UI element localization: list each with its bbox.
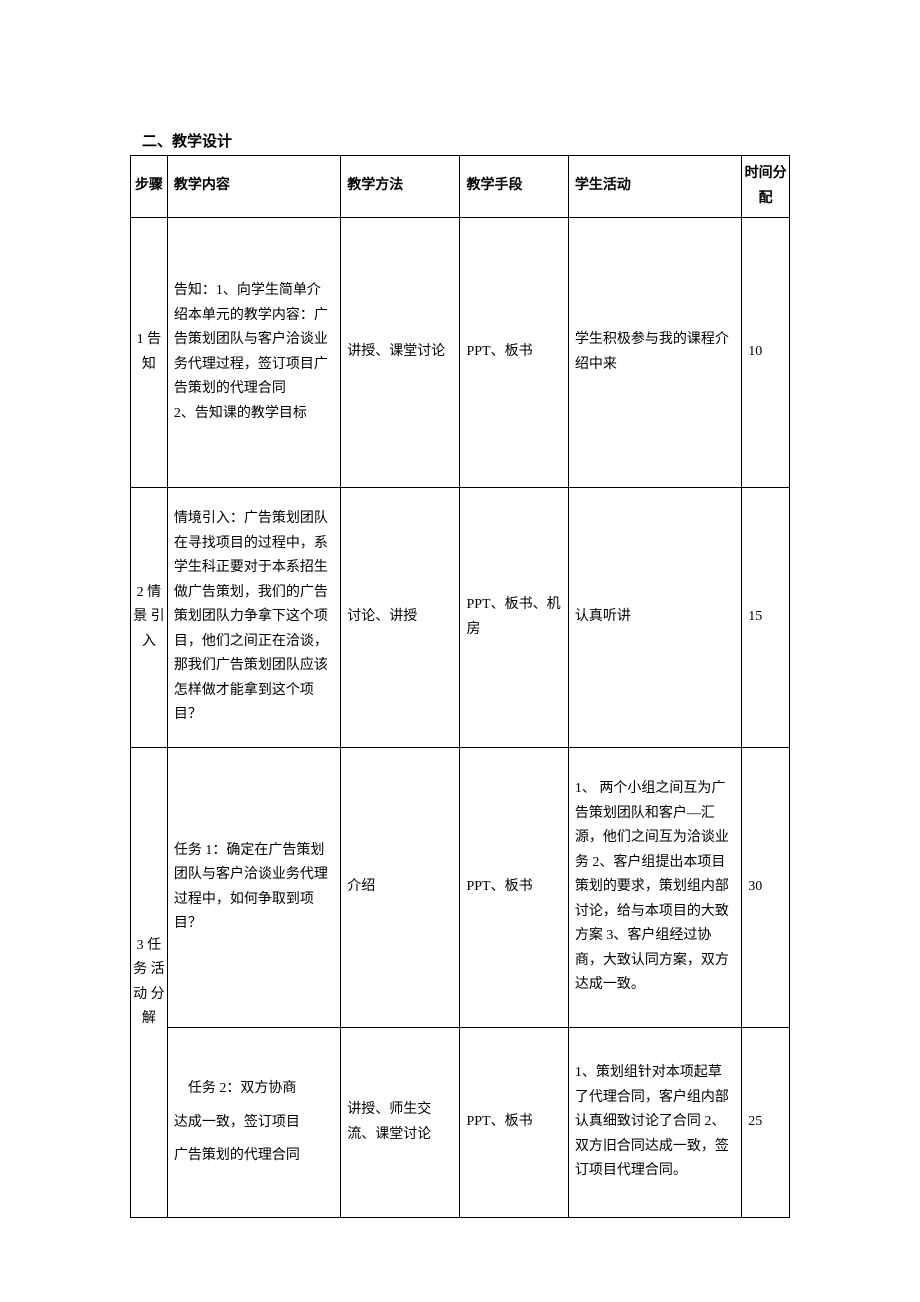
cell-step: 1 告 知: [131, 218, 168, 488]
table-row: 2 情 景 引 入 情境引入：广告策划团队在寻找项目的过程中，系学生科正要对于本…: [131, 488, 790, 748]
header-content: 教学内容: [167, 156, 340, 218]
cell-method: 讲授、课堂讨论: [341, 218, 460, 488]
cell-method: 讲授、师生交流、课堂讨论: [341, 1028, 460, 1218]
cell-content: 任务 1：确定在广告策划团队与客户洽谈业务代理过程中，如何争取到项目？: [167, 748, 340, 1028]
cell-step: 3 任 务 活 动 分 解: [131, 748, 168, 1218]
table-row: 1 告 知 告知：1、向学生简单介绍本单元的教学内容：广告策划团队与客户洽谈业务…: [131, 218, 790, 488]
section-title: 二、教学设计: [130, 130, 790, 151]
cell-time: 10: [742, 218, 790, 488]
cell-means: PPT、板书: [460, 748, 568, 1028]
table-row: 3 任 务 活 动 分 解 任务 1：确定在广告策划团队与客户洽谈业务代理过程中…: [131, 748, 790, 1028]
cell-activity: 1、策划组针对本项起草了代理合同，客户组内部认真细致讨论了合同 2、双方旧合同达…: [568, 1028, 741, 1218]
cell-method: 讨论、讲授: [341, 488, 460, 748]
cell-time: 30: [742, 748, 790, 1028]
cell-time: 15: [742, 488, 790, 748]
cell-activity: 学生积极参与我的课程介绍中来: [568, 218, 741, 488]
cell-content: 任务 2：双方协商 达成一致，签订项目 广告策划的代理合同: [167, 1028, 340, 1218]
teaching-design-table: 步骤 教学内容 教学方法 教学手段 学生活动 时间分配 1 告 知 告知：1、向…: [130, 155, 790, 1218]
table-row: 任务 2：双方协商 达成一致，签订项目 广告策划的代理合同 讲授、师生交流、课堂…: [131, 1028, 790, 1218]
cell-content: 情境引入：广告策划团队在寻找项目的过程中，系学生科正要对于本系招生做广告策划，我…: [167, 488, 340, 748]
header-step: 步骤: [131, 156, 168, 218]
cell-activity: 1、 两个小组之间互为广告策划团队和客户—汇源，他们之间互为洽谈业务 2、客户组…: [568, 748, 741, 1028]
cell-means: PPT、板书、机房: [460, 488, 568, 748]
cell-content: 告知：1、向学生简单介绍本单元的教学内容：广告策划团队与客户洽谈业务代理过程，签…: [167, 218, 340, 488]
header-time: 时间分配: [742, 156, 790, 218]
table-header-row: 步骤 教学内容 教学方法 教学手段 学生活动 时间分配: [131, 156, 790, 218]
cell-means: PPT、板书: [460, 1028, 568, 1218]
cell-method: 介绍: [341, 748, 460, 1028]
header-method: 教学方法: [341, 156, 460, 218]
cell-activity: 认真听讲: [568, 488, 741, 748]
cell-time: 25: [742, 1028, 790, 1218]
cell-means: PPT、板书: [460, 218, 568, 488]
header-activity: 学生活动: [568, 156, 741, 218]
cell-step: 2 情 景 引 入: [131, 488, 168, 748]
header-means: 教学手段: [460, 156, 568, 218]
